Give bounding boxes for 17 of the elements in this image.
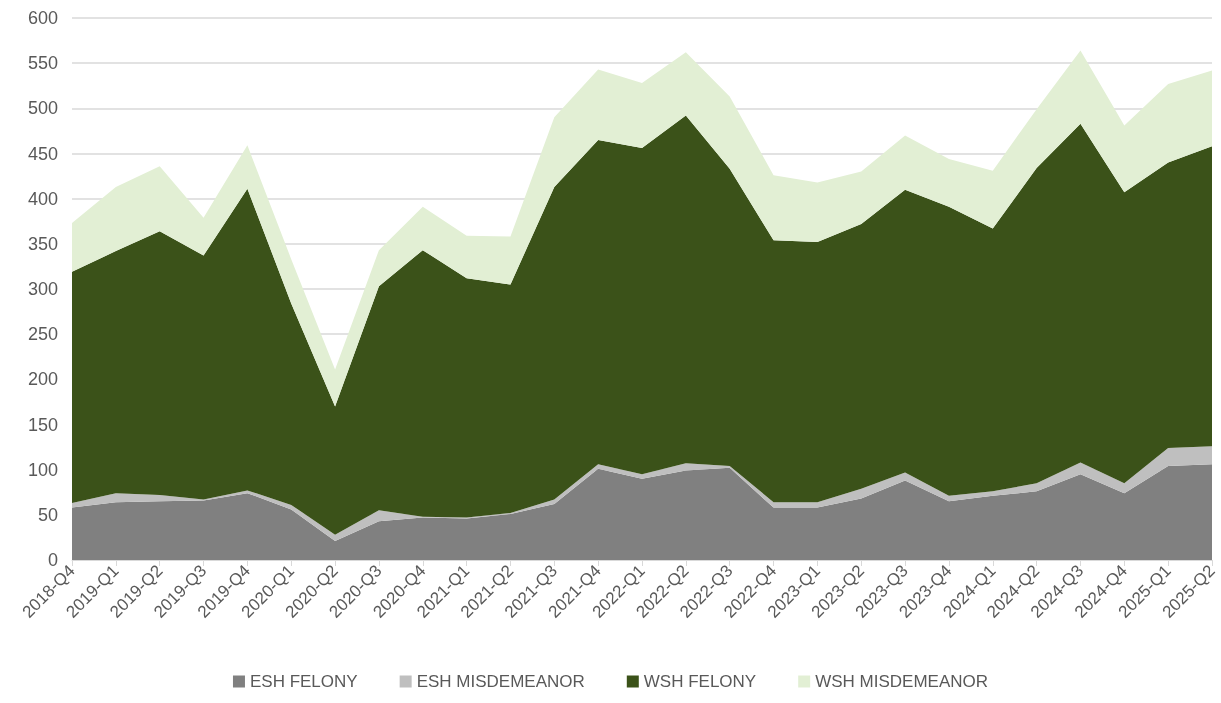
legend-label: ESH FELONY [249, 672, 358, 691]
y-tick-label: 200 [27, 369, 58, 390]
y-tick-label: 150 [27, 414, 58, 435]
y-tick-label: 550 [27, 53, 58, 74]
legend-label: ESH MISDEMEANOR [416, 672, 585, 691]
y-tick-label: 100 [27, 459, 58, 480]
y-tick-label: 50 [37, 504, 58, 525]
y-tick-label: 600 [27, 8, 58, 28]
y-tick-label: 250 [27, 324, 58, 345]
y-tick-label: 350 [27, 233, 58, 254]
legend-label: WSH MISDEMEANOR [815, 672, 989, 691]
y-tick-label: 0 [47, 550, 58, 570]
y-tick-label: 300 [27, 279, 58, 299]
legend-label: WSH FELONY [643, 672, 757, 691]
y-tick-label: 500 [27, 98, 58, 119]
y-tick-label: 400 [27, 188, 58, 209]
y-tick-label: 450 [27, 143, 58, 164]
